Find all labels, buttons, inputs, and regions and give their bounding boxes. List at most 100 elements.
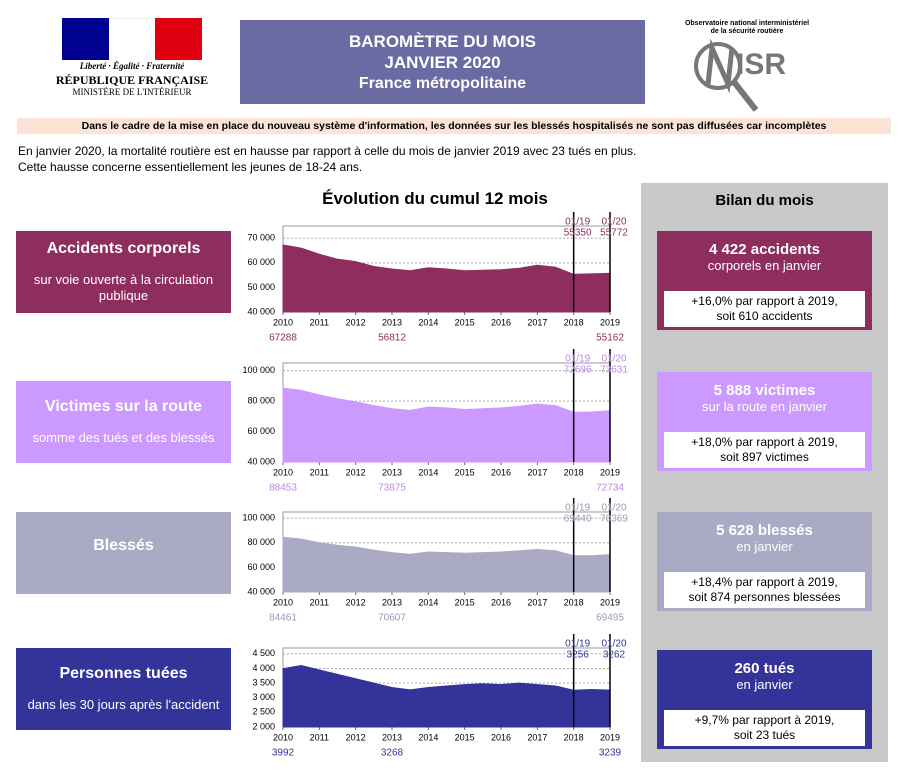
y-tick-label: 70 000	[247, 233, 275, 243]
title-line: JANVIER 2020	[384, 52, 501, 72]
marker-label: 01/19	[565, 354, 590, 365]
title-box: BAROMÈTRE DU MOIS JANVIER 2020 France mé…	[240, 20, 645, 104]
summary-subline: sur la route en janvier	[701, 399, 827, 414]
marker-label: 01/19	[565, 639, 590, 650]
summary-box: 5 888 victimes sur la route en janvier +18…	[657, 372, 872, 471]
x-tick-label: 2011	[310, 597, 329, 607]
area	[282, 387, 611, 463]
section-sublabel: dans les 30 jours après l'accident	[27, 697, 220, 712]
comparison-line: soit 23 tués	[733, 728, 796, 742]
y-tick-label: 3 000	[252, 692, 275, 702]
x-tick-label: 2018	[564, 732, 584, 742]
x-tick-label: 2011	[310, 467, 329, 477]
y-tick-label: 100 000	[242, 513, 275, 523]
y-tick-label: 60 000	[247, 426, 275, 436]
y-tick-label: 60 000	[247, 562, 275, 572]
note-value: 3992	[272, 748, 295, 759]
note-value: 84461	[269, 613, 297, 624]
title-line: France métropolitaine	[358, 74, 527, 92]
x-tick-label: 2014	[418, 317, 438, 327]
marker-label: 01/19	[565, 503, 590, 514]
x-tick-label: 2017	[527, 317, 547, 327]
summary-title: Bilan du mois	[715, 192, 814, 209]
y-tick-label: 80 000	[247, 395, 275, 405]
marker-value: 70369	[600, 514, 628, 525]
y-tick-label: 4 500	[252, 648, 275, 658]
comparison-line: soit 610 accidents	[716, 309, 813, 323]
comparison-line: soit 897 victimes	[720, 450, 809, 464]
chart-title: Évolution du cumul 12 mois	[322, 189, 548, 208]
x-tick-label: 2010	[273, 467, 293, 477]
summary-comparison: +16,0% par rapport à 2019, soit 610 accid…	[664, 291, 865, 327]
x-tick-label: 2014	[418, 597, 438, 607]
y-tick-label: 3 500	[252, 677, 275, 687]
marker-label: 01/20	[601, 503, 626, 514]
y-tick-label: 2 000	[252, 721, 275, 731]
x-tick-label: 2011	[310, 732, 329, 742]
summary-subline: en janvier	[736, 677, 793, 692]
comparison-line: +16,0% par rapport à 2019,	[691, 294, 838, 308]
x-tick-label: 2017	[527, 467, 547, 477]
note-value: 55162	[596, 333, 624, 344]
section-box: Accidents corporels sur voie ouverte à la…	[16, 231, 231, 313]
comparison-line: +18,0% par rapport à 2019,	[691, 435, 838, 449]
x-tick-label: 2012	[346, 467, 366, 477]
summary-comparison: +18,0% par rapport à 2019, soit 897 victi…	[664, 432, 865, 468]
y-tick-label: 40 000	[247, 586, 275, 596]
observatory-line: Observatoire national interministériel	[684, 20, 810, 27]
summary-subline: corporels en janvier	[707, 258, 822, 273]
summary-box: 4 422 accidents corporels en janvier +16,0…	[657, 231, 872, 330]
note-value: 56812	[378, 333, 406, 344]
note-value: 3239	[599, 748, 622, 759]
section-box: Personnes tuées dans les 30 jours après l…	[16, 648, 231, 730]
y-tick-label: 100 000	[242, 365, 275, 375]
republic: RÉPUBLIQUE FRANÇAISE	[55, 73, 209, 87]
section-label: Accidents corporels	[46, 240, 201, 257]
intro: En janvier 2020, la mortalité routière e…	[18, 143, 636, 175]
summary-headline: 4 422 accidents	[709, 241, 820, 258]
x-tick-label: 2016	[491, 317, 511, 327]
y-tick-label: 2 500	[252, 707, 275, 717]
marker-value: 55772	[600, 228, 628, 239]
handle	[731, 80, 759, 112]
note-value: 3268	[381, 748, 404, 759]
note-value: 70607	[378, 613, 406, 624]
summary-comparison: +18,4% par rapport à 2019, soit 874 perso…	[664, 572, 865, 608]
x-tick-label: 2013	[382, 597, 402, 607]
x-tick-label: 2012	[346, 732, 366, 742]
summary-headline: 5 888 victimes	[713, 382, 816, 399]
summary-headline: 5 628 blessés	[716, 522, 813, 539]
x-tick-label: 2015	[455, 597, 475, 607]
section-box: Blessés	[16, 512, 231, 594]
intro-line: Cette hausse concerne essentiellement le…	[18, 160, 363, 174]
x-tick-label: 2019	[600, 597, 620, 607]
section-label: Personnes tuées	[59, 665, 188, 682]
intro-line: En janvier 2020, la mortalité routière e…	[18, 144, 637, 158]
section-sublabel: somme des tués et des blessés	[32, 430, 215, 445]
x-tick-label: 2012	[346, 597, 366, 607]
marker-value: 72696	[564, 365, 592, 376]
section-label: Blessés	[93, 537, 154, 554]
onisr-logo: ISR	[694, 38, 786, 112]
x-tick-label: 2012	[346, 317, 366, 327]
x-tick-label: 2018	[564, 467, 584, 477]
section-box: Victimes sur la route somme des tués et d…	[16, 381, 231, 463]
x-tick-label: 2019	[600, 467, 620, 477]
summary-box: 260 tués en janvier +9,7% par rapport à 20…	[657, 650, 872, 749]
logo-text: ISR	[736, 48, 786, 81]
flag-logo	[62, 18, 203, 60]
marker-value: 55350	[564, 228, 592, 239]
x-tick-label: 2018	[564, 597, 584, 607]
note-value: 88453	[269, 483, 297, 494]
note-value: 73875	[378, 483, 406, 494]
y-tick-label: 60 000	[247, 257, 275, 267]
comparison-line: soit 874 personnes blessées	[688, 590, 841, 604]
marker-value: 69440	[564, 514, 592, 525]
lens	[694, 42, 742, 90]
summary-headline: 260 tués	[734, 660, 795, 677]
x-tick-label: 2019	[600, 732, 620, 742]
x-tick-label: 2019	[600, 317, 620, 327]
comparison-line: +9,7% par rapport à 2019,	[694, 713, 835, 727]
x-tick-label: 2018	[564, 317, 584, 327]
